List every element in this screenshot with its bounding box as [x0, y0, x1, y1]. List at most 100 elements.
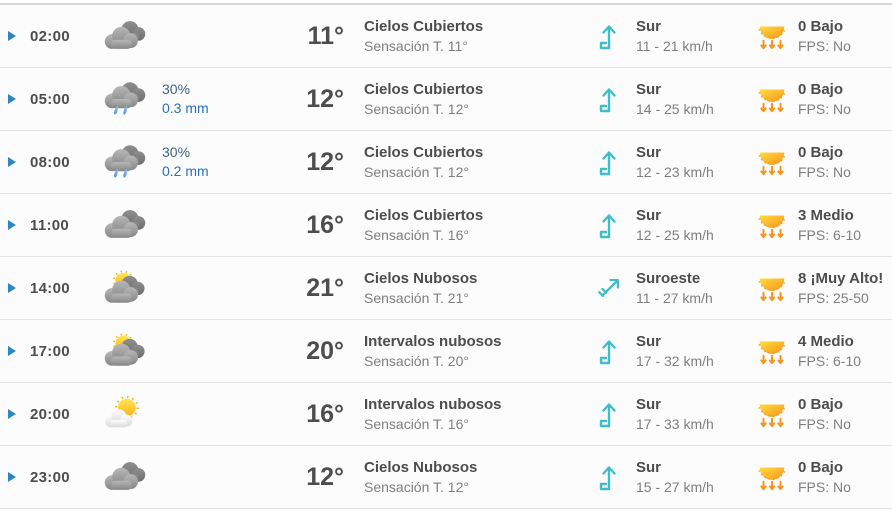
uv-sun-icon	[755, 83, 789, 115]
wind-from-south-arrow-icon	[595, 147, 623, 177]
hour-label: 08:00	[30, 153, 70, 171]
temperature-value: 16°	[306, 399, 344, 428]
sun-protection-factor: FPS: No	[798, 100, 851, 117]
hour-label: 11:00	[30, 216, 70, 234]
sun-protection-factor: FPS: No	[798, 478, 851, 495]
sun-behind-clouds-icon	[102, 332, 150, 370]
expand-row-button[interactable]	[8, 409, 30, 419]
sun-protection-factor: FPS: 6-10	[798, 226, 862, 243]
hourly-forecast-table: 02:00 11° Cielos Cubiertos Sensación T. …	[0, 3, 892, 509]
wind-from-southwest-arrow-icon	[595, 273, 623, 303]
uv-sun-icon	[755, 146, 789, 178]
sky-condition: Cielos Nubosos	[364, 458, 478, 476]
overcast-clouds-icon	[102, 206, 150, 244]
forecast-row[interactable]: 23:00 12° Cielos Nubosos Sensación T. 12…	[0, 446, 892, 509]
expand-triangle-icon	[8, 409, 16, 419]
wind-speed-range: 12 - 25 km/h	[636, 226, 714, 243]
sun-protection-factor: FPS: No	[798, 37, 851, 54]
forecast-row[interactable]: 17:00 20° Intervalos nubosos Sensación T…	[0, 320, 892, 383]
sun-protection-factor: FPS: No	[798, 415, 851, 432]
wind-from-south-arrow-icon	[595, 399, 623, 429]
wind-direction: Sur	[636, 80, 662, 98]
wind-speed-range: 17 - 33 km/h	[636, 415, 714, 432]
temperature-value: 20°	[306, 336, 344, 365]
sun-protection-factor: FPS: 6-10	[798, 352, 862, 369]
precipitation-amount: 0.2 mm	[162, 163, 209, 179]
expand-triangle-icon	[8, 220, 16, 230]
wind-speed-range: 12 - 23 km/h	[636, 163, 714, 180]
forecast-row[interactable]: 20:00 16° Intervalos nubosos Sensación T…	[0, 383, 892, 446]
wind-from-south-arrow-icon	[595, 21, 623, 51]
feels-like-temperature: Sensación T. 16°	[364, 415, 469, 432]
hour-label: 02:00	[30, 27, 70, 45]
expand-triangle-icon	[8, 283, 16, 293]
temperature-value: 21°	[306, 273, 344, 302]
expand-row-button[interactable]	[8, 157, 30, 167]
sky-condition: Cielos Cubiertos	[364, 17, 484, 35]
forecast-row[interactable]: 14:00 21° Cielos Nubosos Sensación T. 21…	[0, 257, 892, 320]
wind-speed-range: 15 - 27 km/h	[636, 478, 714, 495]
forecast-row[interactable]: 11:00 16° Cielos Cubiertos Sensación T. …	[0, 194, 892, 257]
uv-index: 0 Bajo	[798, 17, 844, 35]
wind-from-south-arrow-icon	[595, 336, 623, 366]
sun-protection-factor: FPS: 25-50	[798, 289, 869, 306]
temperature-value: 12°	[306, 84, 344, 113]
expand-row-button[interactable]	[8, 346, 30, 356]
rain-clouds-icon	[102, 80, 150, 118]
expand-row-button[interactable]	[8, 31, 30, 41]
forecast-row[interactable]: 02:00 11° Cielos Cubiertos Sensación T. …	[0, 5, 892, 68]
wind-from-south-arrow-icon	[595, 462, 623, 492]
temperature-value: 12°	[306, 147, 344, 176]
uv-sun-icon	[755, 461, 789, 493]
sun-behind-clouds-icon	[102, 269, 150, 307]
uv-index: 3 Medio	[798, 206, 854, 224]
expand-row-button[interactable]	[8, 220, 30, 230]
temperature-value: 16°	[306, 210, 344, 239]
wind-speed-range: 11 - 21 km/h	[636, 37, 713, 54]
precipitation-chance: 30%	[162, 144, 191, 160]
temperature-value: 12°	[306, 462, 344, 491]
rain-clouds-icon	[102, 143, 150, 181]
wind-direction: Sur	[636, 395, 662, 413]
sky-condition: Cielos Cubiertos	[364, 80, 484, 98]
uv-sun-icon	[755, 272, 789, 304]
sky-condition: Intervalos nubosos	[364, 332, 502, 350]
forecast-row[interactable]: 08:00 30% 0.2 mm 12° Cielos Cubiertos Se…	[0, 131, 892, 194]
wind-direction: Sur	[636, 17, 662, 35]
precipitation-amount: 0.3 mm	[162, 100, 209, 116]
sun-with-cloud-icon	[102, 395, 150, 433]
wind-direction: Suroeste	[636, 269, 701, 287]
sky-condition: Cielos Nubosos	[364, 269, 478, 287]
overcast-clouds-icon	[102, 17, 150, 55]
wind-from-south-arrow-icon	[595, 210, 623, 240]
expand-triangle-icon	[8, 472, 16, 482]
sun-protection-factor: FPS: No	[798, 163, 851, 180]
sky-condition: Intervalos nubosos	[364, 395, 502, 413]
hour-label: 20:00	[30, 405, 70, 423]
forecast-row[interactable]: 05:00 30% 0.3 mm 12° Cielos Cubiertos Se…	[0, 68, 892, 131]
uv-sun-icon	[755, 20, 789, 52]
temperature-value: 11°	[307, 21, 344, 50]
expand-triangle-icon	[8, 346, 16, 356]
uv-index: 8 ¡Muy Alto!	[798, 269, 884, 287]
expand-triangle-icon	[8, 157, 16, 167]
wind-direction: Sur	[636, 206, 662, 224]
feels-like-temperature: Sensación T. 12°	[364, 478, 469, 495]
feels-like-temperature: Sensación T. 20°	[364, 352, 469, 369]
wind-speed-range: 11 - 27 km/h	[636, 289, 713, 306]
uv-index: 0 Bajo	[798, 80, 844, 98]
wind-direction: Sur	[636, 458, 662, 476]
uv-index: 0 Bajo	[798, 143, 844, 161]
expand-triangle-icon	[8, 94, 16, 104]
expand-row-button[interactable]	[8, 94, 30, 104]
hour-label: 23:00	[30, 468, 70, 486]
expand-row-button[interactable]	[8, 283, 30, 293]
overcast-clouds-icon	[102, 458, 150, 496]
expand-triangle-icon	[8, 31, 16, 41]
precipitation-chance: 30%	[162, 81, 191, 97]
expand-row-button[interactable]	[8, 472, 30, 482]
hour-label: 14:00	[30, 279, 70, 297]
wind-direction: Sur	[636, 332, 662, 350]
uv-sun-icon	[755, 398, 789, 430]
wind-speed-range: 14 - 25 km/h	[636, 100, 714, 117]
